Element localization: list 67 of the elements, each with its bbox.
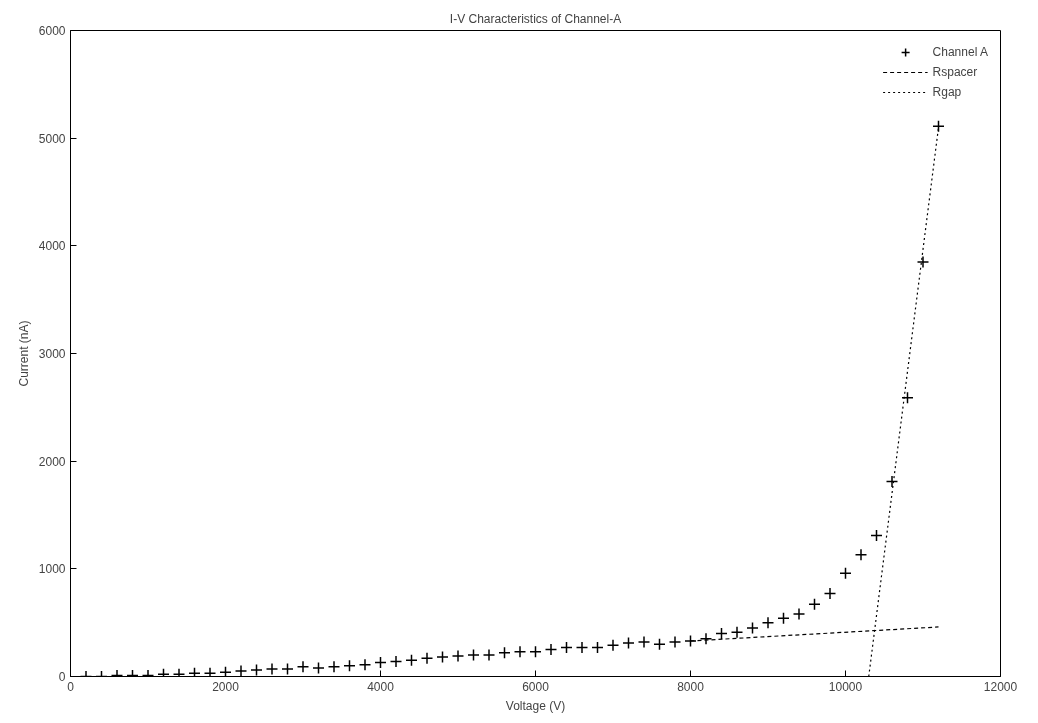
legend-label: Rgap: [932, 85, 962, 99]
point: [560, 641, 573, 654]
point: [606, 639, 620, 652]
point: [653, 637, 666, 651]
point: [296, 660, 310, 674]
point: [839, 566, 852, 580]
point: [451, 649, 465, 663]
y-tick-label: 1000: [38, 562, 66, 577]
y-tick-label: 0: [58, 670, 66, 684]
x-axis-title: Voltage (V): [505, 698, 566, 713]
point: [374, 656, 387, 669]
point: [684, 634, 697, 648]
point: [854, 548, 868, 562]
chart-title: I-V Characteristics of Channel-A: [449, 11, 622, 26]
x-tick-label: 8000: [677, 679, 705, 694]
point: [513, 645, 527, 658]
point: [792, 607, 806, 621]
point: [885, 475, 899, 488]
point: [358, 658, 372, 671]
point: [870, 529, 883, 542]
point: [436, 650, 449, 664]
point: [529, 645, 542, 658]
legend-label: Channel A: [932, 45, 988, 59]
point: [420, 651, 434, 665]
point: [389, 655, 403, 668]
point: [637, 635, 651, 649]
point: [746, 621, 759, 635]
point: [591, 641, 604, 654]
point: [715, 627, 728, 640]
y-tick-label: 5000: [38, 131, 66, 146]
y-tick-label: 4000: [38, 239, 66, 254]
point: [777, 612, 790, 625]
x-tick-label: 6000: [522, 679, 550, 694]
y-tick-label: 2000: [38, 454, 66, 469]
y-tick-label: 3000: [38, 347, 66, 361]
point: [312, 661, 325, 675]
point: [498, 646, 511, 660]
point: [544, 643, 558, 656]
x-tick-label: 2000: [212, 679, 240, 694]
point: [467, 648, 480, 662]
point: [327, 660, 341, 674]
point: [761, 616, 775, 629]
point: [808, 598, 821, 611]
point: [203, 667, 217, 677]
y-tick-label: 6000: [38, 24, 66, 38]
y-axis-title: Current (nA): [16, 320, 31, 387]
point: [405, 654, 418, 667]
x-tick-label: 12000: [983, 679, 1018, 694]
point: [901, 391, 914, 404]
point: [265, 662, 279, 676]
point: [699, 632, 713, 646]
point: [916, 255, 930, 269]
point: [343, 659, 356, 672]
point: [250, 663, 263, 677]
point: [932, 120, 945, 133]
x-tick-label: 10000: [828, 679, 863, 694]
point: [622, 636, 635, 650]
x-tick-label: 4000: [367, 679, 395, 694]
point: [730, 626, 744, 639]
point: [823, 587, 837, 600]
point: [281, 662, 294, 676]
legend-label: Rspacer: [932, 65, 978, 79]
point: [668, 635, 682, 649]
point: [482, 648, 496, 662]
point: [188, 667, 201, 677]
point: [575, 641, 589, 654]
point: [234, 664, 248, 677]
